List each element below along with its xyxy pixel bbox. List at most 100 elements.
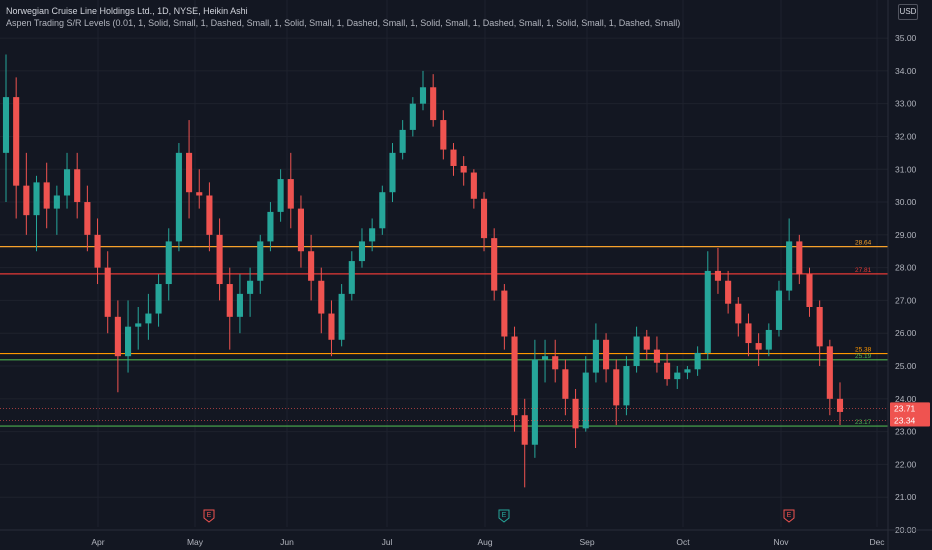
candle [369,218,376,252]
candle [257,234,264,294]
candle [2,54,10,203]
candle-body [511,336,518,416]
candle-body [440,120,447,150]
candle-body [592,339,599,373]
candle [318,267,325,334]
candle-body [13,97,20,186]
y-tick-label: 24.00 [895,394,917,404]
candle-body [348,261,355,294]
candle [23,152,30,235]
candle-body [826,346,833,399]
candle [389,143,396,203]
candle-body [409,103,416,130]
candle [806,267,813,317]
currency-button[interactable]: USD [898,4,918,20]
candle-body [572,398,579,429]
candle [796,234,803,285]
candle-body [74,169,81,203]
candle-body [806,274,813,307]
price-tag-label: 23.71 [894,403,916,413]
earnings-icon [203,509,215,523]
candle [511,326,518,432]
candle [216,218,223,301]
candle-body [562,369,569,399]
x-tick-label: Nov [773,537,789,547]
candle [358,228,366,268]
price-axis[interactable]: 20.0021.0022.0023.0024.0025.0026.0027.00… [887,0,917,550]
candle-body [684,369,691,373]
x-tick-label: Jul [382,537,393,547]
candle-body [745,323,752,344]
candle [74,152,81,219]
candle [165,228,172,301]
candle [460,156,467,186]
candle [836,382,844,426]
candle [43,162,50,229]
candle [562,359,569,416]
candle-body [643,336,650,350]
indicator-legend[interactable]: Aspen Trading S/R Levels (0.01, 1, Solid… [6,18,681,28]
candle [196,169,203,209]
candle-body [2,97,10,153]
candle [63,152,71,209]
candle-body [287,179,294,209]
candle-body [358,241,366,262]
price-tag-box [890,414,930,427]
candle-body [53,195,60,209]
candle-body [836,398,844,412]
candle-body [369,228,376,242]
candle-body [84,202,91,235]
y-tick-label: 23.00 [895,427,917,437]
candle-body [470,172,477,199]
candle-body [104,267,111,317]
candle-body [94,234,101,268]
time-axis[interactable]: Apr May Jun Jul Aug Sep Oct Nov Dec [0,529,932,547]
earnings-marker[interactable]: E [203,509,215,523]
candle [277,169,284,222]
y-tick-label: 28.00 [895,263,917,273]
candle-body [450,149,457,166]
candle-body [338,293,345,340]
candle [745,313,752,357]
price-tag: 23.7101:57:59 [0,402,930,425]
candle [714,247,722,294]
candle [684,366,691,380]
candle-body [43,182,50,209]
candle-body [399,129,406,153]
candle [603,333,610,383]
candle [226,267,233,350]
candle-body [114,316,121,357]
candle-body [491,238,498,291]
candle [348,251,355,301]
candle [623,356,630,416]
y-tick-label: 34.00 [895,66,917,76]
candle-body [582,372,589,429]
candle-body [674,372,681,380]
candle [104,251,111,334]
level-label: 25.38 [855,347,872,354]
candle [267,202,274,252]
candle-body [379,192,386,229]
candle-body [725,280,732,304]
x-tick-label: Sep [579,537,594,547]
candle [399,120,406,160]
earnings-marker[interactable]: E [783,509,795,523]
candle [430,74,437,127]
candle-body [430,87,437,121]
candle [592,323,599,383]
candle [582,356,589,432]
earnings-marker[interactable]: E [498,509,510,523]
level-label: 23.17 [855,419,872,426]
candle-body [531,359,538,445]
candle [521,398,528,488]
candle [287,152,294,229]
price-tag: 23.34 [0,414,930,427]
candle-body [236,293,243,317]
candle-body [135,323,142,327]
candle-body [196,192,203,196]
earnings-icon [783,509,795,523]
candle [145,293,152,340]
candle [541,339,549,383]
earnings-label: E [787,512,792,519]
